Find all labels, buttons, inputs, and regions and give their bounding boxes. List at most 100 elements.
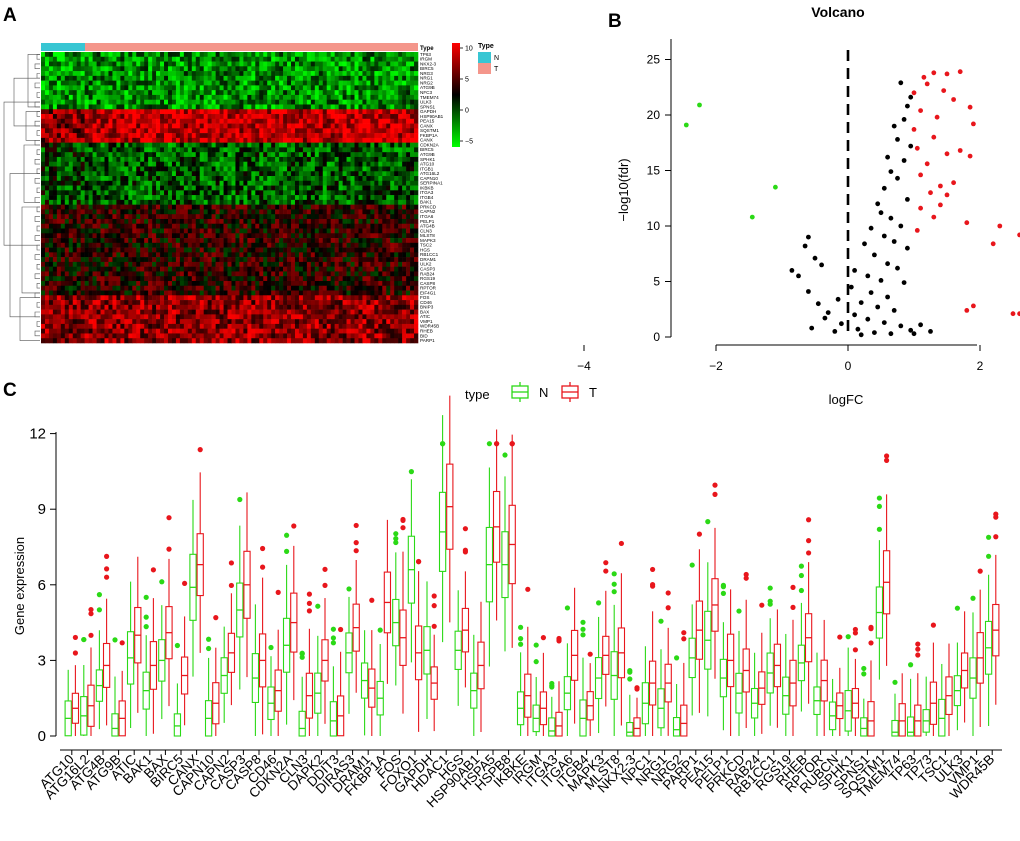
heatmap-cell	[306, 71, 312, 77]
heatmap-cell	[390, 80, 395, 86]
heatmap-cell	[56, 109, 62, 115]
heatmap-cell	[259, 199, 264, 205]
heatmap-cell	[164, 195, 169, 201]
heatmap-cell	[247, 61, 252, 67]
heatmap-cell	[211, 166, 216, 172]
heatmap-cell	[68, 80, 74, 86]
heatmap-cell	[390, 61, 395, 67]
heatmap-cell	[167, 257, 173, 263]
heatmap-cell	[314, 209, 320, 215]
heatmap-cell	[370, 142, 375, 148]
heatmap-cell	[183, 104, 189, 110]
heatmap-cell	[334, 142, 339, 148]
heatmap-cell	[199, 223, 205, 229]
heatmap-cell	[207, 61, 212, 67]
heatmap-cell	[394, 247, 399, 253]
heatmap-cell	[235, 280, 240, 287]
heatmap-cell	[84, 176, 89, 182]
heatmap-cell	[108, 142, 113, 148]
heatmap-cell	[160, 199, 165, 205]
heatmap-cell	[338, 137, 343, 143]
heatmap-cell	[358, 261, 363, 267]
heatmap-cell	[259, 252, 264, 258]
heatmap-cell	[80, 276, 85, 282]
heatmap-cell	[279, 280, 284, 287]
heatmap-cell	[48, 247, 54, 253]
heatmap-cell	[219, 66, 224, 72]
heatmap-cell	[223, 56, 228, 62]
heatmap-cell	[187, 166, 193, 172]
heatmap-cell	[104, 114, 109, 120]
heatmap-cell	[326, 204, 331, 210]
heatmap-cell	[227, 166, 232, 172]
heatmap-cell	[366, 223, 371, 229]
heatmap-cell	[140, 104, 145, 110]
heatmap-cell	[175, 195, 181, 201]
heatmap-cell	[358, 61, 363, 67]
heatmap-cell	[255, 66, 260, 72]
heatmap-cell	[72, 104, 78, 110]
heatmap-cell	[100, 114, 105, 120]
heatmap-cell	[366, 190, 371, 196]
heatmap-cell	[326, 266, 331, 272]
heatmap-cell	[410, 99, 415, 105]
heatmap-cell	[191, 257, 197, 263]
heatmap-cell	[227, 261, 232, 267]
heatmap-cell	[164, 276, 169, 282]
heatmap-cell	[398, 261, 403, 267]
heatmap-cell	[219, 257, 224, 263]
heatmap-cell	[223, 152, 228, 158]
heatmap-cell	[84, 94, 89, 100]
heatmap-cell	[386, 228, 391, 234]
heatmap-cell	[136, 61, 141, 67]
heatmap-cell	[112, 257, 117, 263]
heatmap-cell	[120, 228, 125, 234]
heatmap-cell	[132, 166, 137, 172]
heatmap-cell	[267, 233, 272, 239]
heatmap-cell	[116, 156, 121, 163]
heatmap-cell	[167, 109, 173, 115]
heatmap-cell	[362, 75, 367, 81]
heatmap-cell	[402, 266, 407, 272]
heatmap-cell	[378, 171, 383, 177]
heatmap-cell	[275, 257, 280, 263]
heatmap-cell	[179, 133, 185, 139]
heatmap-cell	[322, 199, 328, 205]
heatmap-cell	[362, 223, 367, 229]
heatmap-cell	[243, 99, 248, 105]
heatmap-cell	[287, 280, 292, 287]
heatmap-cell	[370, 66, 375, 72]
heatmap-cell	[160, 238, 165, 244]
heatmap-cell	[298, 252, 304, 258]
heatmap-cell	[207, 223, 212, 229]
heatmap-cell	[41, 195, 46, 201]
heatmap-cell	[84, 199, 89, 205]
heatmap-cell	[326, 185, 331, 191]
heatmap-cell	[382, 104, 387, 110]
heatmap-cell	[96, 156, 101, 163]
heatmap-cell	[144, 137, 149, 143]
heatmap-cell	[306, 75, 312, 81]
heatmap-cell	[370, 75, 375, 81]
heatmap-cell	[366, 238, 371, 244]
heatmap-cell	[239, 142, 244, 148]
heatmap-cell	[330, 94, 335, 100]
heatmap-cell	[287, 185, 292, 191]
heatmap-cell	[338, 257, 343, 263]
heatmap-cell	[160, 257, 165, 263]
heatmap-cell	[386, 176, 391, 182]
heatmap-cell	[314, 195, 320, 201]
heatmap-cell	[160, 285, 165, 291]
heatmap-cell	[271, 71, 276, 77]
heatmap-cell	[128, 52, 133, 58]
heatmap-cell	[215, 252, 220, 258]
heatmap-cell	[88, 209, 93, 215]
heatmap-cell	[291, 214, 296, 220]
heatmap-cell	[48, 214, 54, 220]
heatmap-cell	[84, 99, 89, 105]
heatmap-cell	[215, 137, 220, 143]
heatmap-cell	[322, 261, 328, 267]
heatmap-cell	[334, 176, 339, 182]
heatmap-cell	[283, 52, 288, 58]
heatmap-cell	[334, 185, 339, 191]
